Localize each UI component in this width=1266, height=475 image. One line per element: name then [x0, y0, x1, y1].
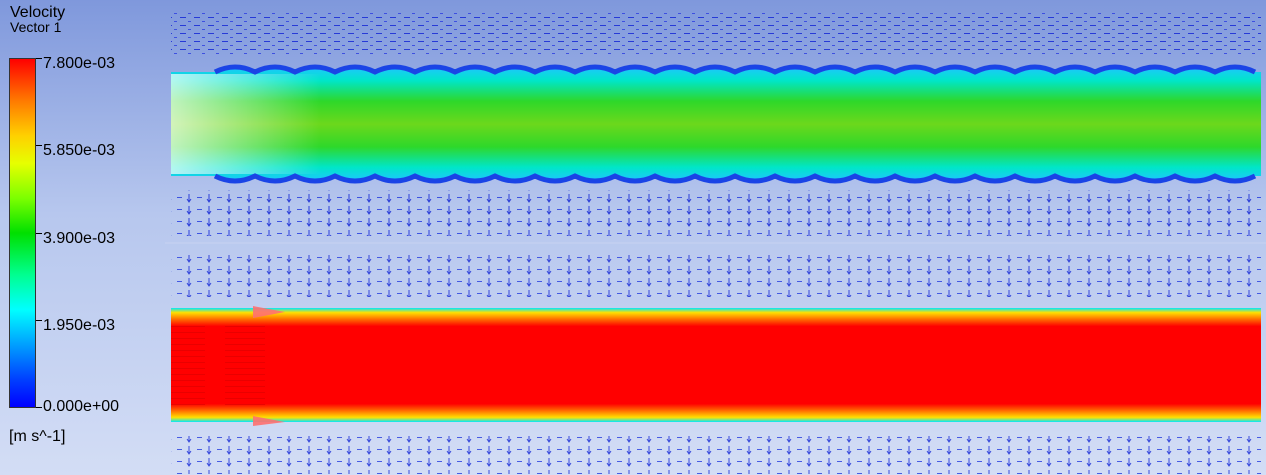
- legend-tick: [36, 407, 42, 408]
- colorbar: [9, 58, 36, 408]
- upper-inlet-region: [171, 74, 321, 174]
- lower-inlet-arrow-top: [253, 306, 285, 318]
- upper-channel-edge-bottom: [213, 173, 1257, 184]
- legend-tick: [36, 58, 42, 59]
- legend-tick: [36, 320, 42, 321]
- vector-field-svg: [165, 10, 1266, 474]
- lower-inlet-streaks: [171, 322, 281, 408]
- legend-tick: [36, 233, 42, 234]
- legend-tick-label: 5.850e-03: [43, 142, 116, 159]
- legend-tick-label: 7.800e-03: [43, 55, 116, 72]
- upper-channel-flow: [171, 67, 1261, 181]
- color-legend: Velocity Vector 1 7.800e-03 5.850e-03 3.…: [0, 0, 165, 475]
- vector-plot-area: [165, 0, 1266, 475]
- legend-units: [m s^-1]: [9, 428, 66, 445]
- upper-channel-edge-top: [213, 64, 1257, 75]
- lower-inlet-arrow-bottom: [253, 416, 285, 426]
- upper-wall-vectors-bottom: [171, 190, 1261, 236]
- lower-channel-flow: [171, 308, 1261, 422]
- legend-tick-label: 0.000e+00: [43, 398, 120, 415]
- upper-wall-vectors-top: [171, 10, 1261, 54]
- legend-tick-label: 3.900e-03: [43, 230, 116, 247]
- legend-tick-label: 1.950e-03: [43, 317, 116, 334]
- lower-wall-vectors-bottom: [171, 436, 1261, 474]
- legend-tick: [36, 145, 42, 146]
- legend-title: Velocity: [10, 4, 66, 21]
- lower-wall-vectors-top: [171, 255, 1261, 297]
- legend-subtitle: Vector 1: [10, 19, 62, 35]
